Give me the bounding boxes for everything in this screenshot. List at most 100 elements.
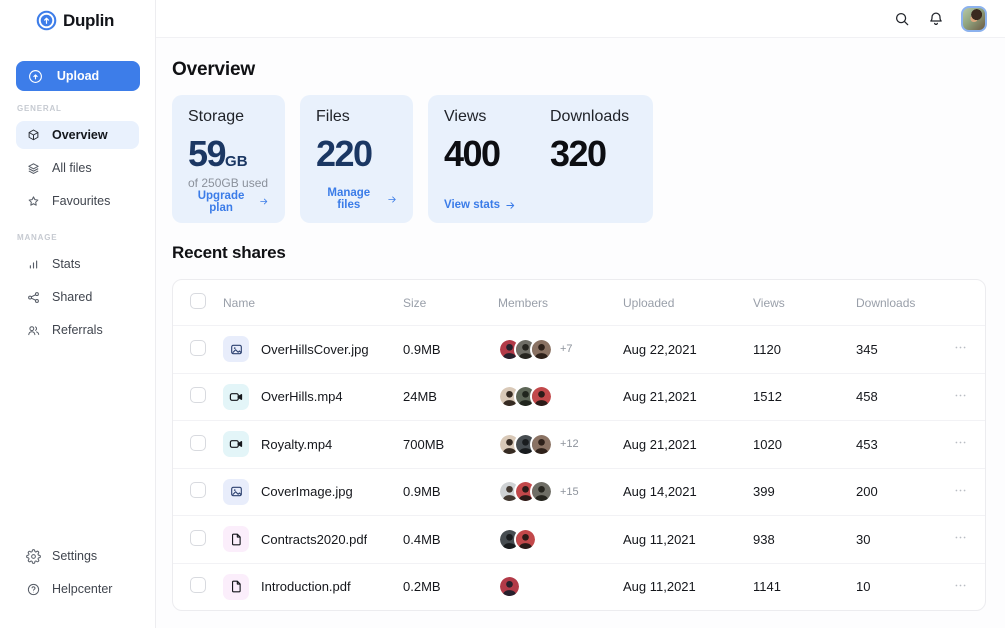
row-checkbox[interactable]	[190, 387, 206, 404]
view-stats-link[interactable]: View stats	[444, 199, 637, 211]
table-row[interactable]: OverHills.mp4 24MB Aug 21,2021 1512 458	[173, 372, 985, 421]
row-checkbox[interactable]	[190, 577, 206, 594]
sidebar-section-general: GENERAL	[17, 104, 62, 113]
arrow-right-icon	[260, 198, 268, 205]
uploaded-date: Aug 22,2021	[623, 341, 697, 357]
help-icon	[26, 582, 41, 597]
search-icon[interactable]	[893, 10, 911, 28]
member-avatar	[498, 575, 521, 599]
table-row[interactable]: Introduction.pdf 0.2MB Aug 11,2021 1141 10	[173, 562, 985, 611]
downloads-count: 345	[856, 341, 878, 357]
row-checkbox[interactable]	[190, 339, 206, 356]
sidebar-item-referrals[interactable]: Referrals	[16, 316, 139, 344]
file-name-cell: CoverImage.jpg	[223, 478, 403, 505]
more-options-button[interactable]	[953, 388, 968, 403]
table-row[interactable]: Contracts2020.pdf 0.4MB Aug 11,2021 938 30	[173, 515, 985, 563]
actions-cell	[953, 530, 985, 548]
pdf-file-icon	[223, 573, 249, 600]
column-header-views: Views	[753, 295, 785, 310]
video-file-icon	[223, 431, 249, 458]
file-name-cell: OverHills.mp4	[223, 383, 403, 410]
file-name: Introduction.pdf	[261, 579, 351, 595]
actions-cell	[953, 483, 985, 501]
select-all-checkbox[interactable]	[190, 293, 206, 309]
storage-unit: GB	[225, 153, 248, 170]
file-size: 0.4MB	[403, 531, 441, 547]
sidebar-item-shared[interactable]: Shared	[16, 283, 139, 311]
more-options-button[interactable]	[953, 483, 968, 498]
members-cell: +12	[498, 432, 623, 456]
sidebar-item-favourites[interactable]: Favourites	[16, 187, 139, 215]
members-cell	[498, 385, 623, 409]
top-bar	[156, 0, 1005, 38]
file-size: 24MB	[403, 389, 437, 405]
file-name-cell: Introduction.pdf	[223, 573, 403, 600]
sidebar-item-label: Overview	[52, 128, 108, 142]
downloads-count: 10	[856, 579, 871, 595]
extra-members-count: +15	[560, 485, 579, 498]
manage-files-link[interactable]: Manage files	[316, 187, 397, 211]
extra-members-count: +12	[560, 438, 579, 451]
table-row[interactable]: CoverImage.jpg 0.9MB +15 Aug 14,2021 399 200	[173, 467, 985, 516]
storage-subtext: of 250GB used	[188, 175, 269, 190]
people-icon	[26, 323, 41, 338]
row-checkbox[interactable]	[190, 482, 206, 499]
user-avatar[interactable]	[961, 5, 987, 32]
upload-button-label: Upload	[56, 69, 100, 83]
uploaded-date: Aug 21,2021	[623, 436, 697, 452]
checkbox-cell	[173, 434, 223, 454]
overview-cards: Storage 59GB of 250GB used Upgrade plan …	[172, 95, 986, 223]
row-checkbox[interactable]	[190, 529, 206, 546]
table-row[interactable]: OverHillsCover.jpg 0.9MB +7 Aug 22,2021 1120…	[173, 325, 985, 373]
storage-card: Storage 59GB of 250GB used Upgrade plan	[172, 95, 285, 223]
pdf-file-icon	[223, 526, 249, 553]
more-options-button[interactable]	[953, 578, 968, 593]
members-cell: +15	[498, 480, 623, 504]
sidebar-item-label: Helpcenter	[52, 582, 113, 596]
members-cell	[498, 527, 623, 551]
sidebar-footer: Settings Helpcenter	[0, 542, 156, 608]
file-size: 700MB	[403, 436, 445, 452]
checkbox-cell	[173, 482, 223, 501]
column-header-uploaded: Uploaded	[623, 295, 675, 310]
upgrade-plan-link[interactable]: Upgrade plan	[188, 190, 269, 214]
bell-icon[interactable]	[927, 10, 945, 28]
column-header-members: Members	[498, 295, 549, 310]
sidebar-section-manage: MANAGE	[17, 233, 58, 242]
member-avatar	[514, 527, 537, 551]
views-count: 1120	[753, 341, 781, 357]
file-name-cell: Royalty.mp4	[223, 431, 403, 458]
page-title: Overview	[172, 59, 255, 80]
members-cell: +7	[498, 337, 623, 361]
sidebar-item-stats[interactable]: Stats	[16, 250, 139, 278]
row-checkbox[interactable]	[190, 434, 206, 451]
more-options-button[interactable]	[953, 435, 968, 450]
arrow-right-icon	[387, 195, 396, 203]
checkbox-cell	[173, 339, 223, 359]
storage-value: 59GB	[188, 133, 248, 174]
sidebar-item-settings[interactable]: Settings	[16, 542, 140, 570]
views-count: 1020	[753, 436, 782, 452]
sidebar-item-label: Shared	[52, 290, 93, 304]
files-card-label: Files	[316, 108, 350, 125]
actions-cell	[953, 578, 985, 596]
more-options-button[interactable]	[953, 530, 968, 545]
more-options-button[interactable]	[953, 340, 968, 355]
file-name: CoverImage.jpg	[261, 484, 353, 500]
stats-card: Views 400 Downloads 320 View stats	[428, 95, 653, 223]
app-name: Duplin	[63, 10, 115, 30]
storage-card-label: Storage	[188, 108, 245, 125]
sidebar-item-all-files[interactable]: All files	[16, 154, 139, 182]
member-avatar	[530, 337, 553, 361]
downloads-count: 200	[856, 484, 878, 500]
table-row[interactable]: Royalty.mp4 700MB +12 Aug 21,2021 1020 453	[173, 420, 985, 468]
duplin-logo-icon	[36, 10, 57, 31]
upload-button[interactable]: Upload	[16, 61, 140, 91]
views-card-label: Views	[444, 108, 487, 125]
file-size: 0.9MB	[403, 484, 441, 500]
file-name-cell: Contracts2020.pdf	[223, 526, 403, 553]
sidebar-item-overview[interactable]: Overview	[16, 121, 139, 149]
file-name-cell: OverHillsCover.jpg	[223, 336, 403, 363]
column-header-downloads: Downloads	[856, 295, 916, 310]
sidebar-item-helpcenter[interactable]: Helpcenter	[16, 575, 140, 603]
